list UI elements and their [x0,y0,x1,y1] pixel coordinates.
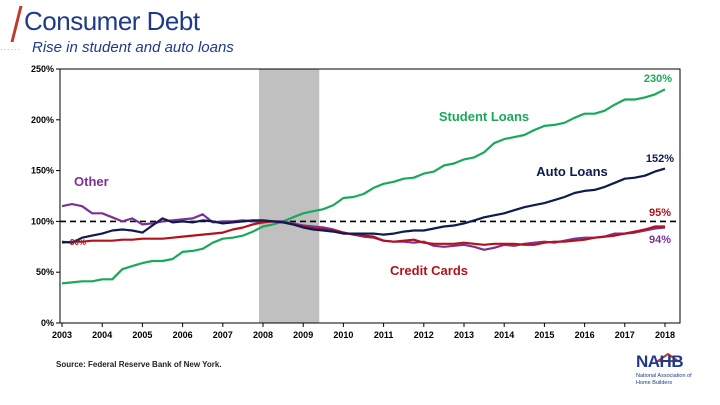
series-labels: 230% 152% 94% 95% Student Loans Auto Loans Oth… [70,73,674,278]
title-dots: ...... [0,42,22,52]
plot-frame [59,68,681,324]
logo-text: NAHB [636,352,684,371]
x-tick-label: 2017 [615,330,635,340]
x-tick-label: 2009 [293,330,313,340]
series-line-credit [61,220,665,246]
series-line-student [61,88,666,285]
y-tick-label: 150% [31,166,54,176]
end-label-credit: 95% [649,207,671,219]
annotation-auto: Auto Loans [536,164,608,179]
series-line-auto [61,167,666,244]
x-tick-label: 2005 [132,330,152,340]
x-tick-label: 2015 [534,330,554,340]
source-note: Source: Federal Reserve Bank of New York… [56,360,222,369]
logo-subtext: National Association of Home Builders [636,373,692,386]
annotation-student: Student Loans [439,109,529,124]
annotation-other: Other [74,174,109,189]
x-tick-label: 2012 [414,330,434,340]
x-tick-label: 2003 [52,330,72,340]
end-label-auto: 152% [646,153,674,165]
logo-roof-icon [654,352,682,362]
y-tick-label: 0% [41,318,54,328]
consumer-debt-chart: 0% 50% 100% 150% 200% 250% 2003 2004 2005 2006 200… [31,64,681,340]
x-tick-label: 2014 [494,330,514,340]
end-label-other: 94% [649,234,671,246]
x-tick-label: 2016 [575,330,595,340]
y-tick-label: 250% [31,64,54,74]
y-tick-label: 100% [31,216,54,226]
series-line-other [61,203,666,251]
page-title: Consumer Debt [24,6,200,36]
x-tick-label: 2011 [374,330,394,340]
series-lines [61,88,666,285]
x-tick-label: 2006 [173,330,193,340]
y-tick-label: 50% [36,267,54,277]
recession-band [258,69,320,323]
x-tick-label: 2008 [253,330,273,340]
x-tick-label: 2004 [92,330,112,340]
x-tick-label: 2010 [333,330,353,340]
y-tick-label: 200% [31,115,54,125]
x-tick-label: 2007 [213,330,233,340]
annotation-credit-start: 80% [70,238,86,247]
page-subtitle: Rise in student and auto loans [32,39,234,56]
end-label-student: 230% [644,73,672,85]
nahb-logo [654,352,682,362]
annotation-credit: Credit Cards [390,263,468,278]
x-tick-label: 2013 [454,330,474,340]
axes: 0% 50% 100% 150% 200% 250% 2003 2004 2005 2006 200… [31,64,681,340]
x-tick-label: 2018 [655,330,675,340]
